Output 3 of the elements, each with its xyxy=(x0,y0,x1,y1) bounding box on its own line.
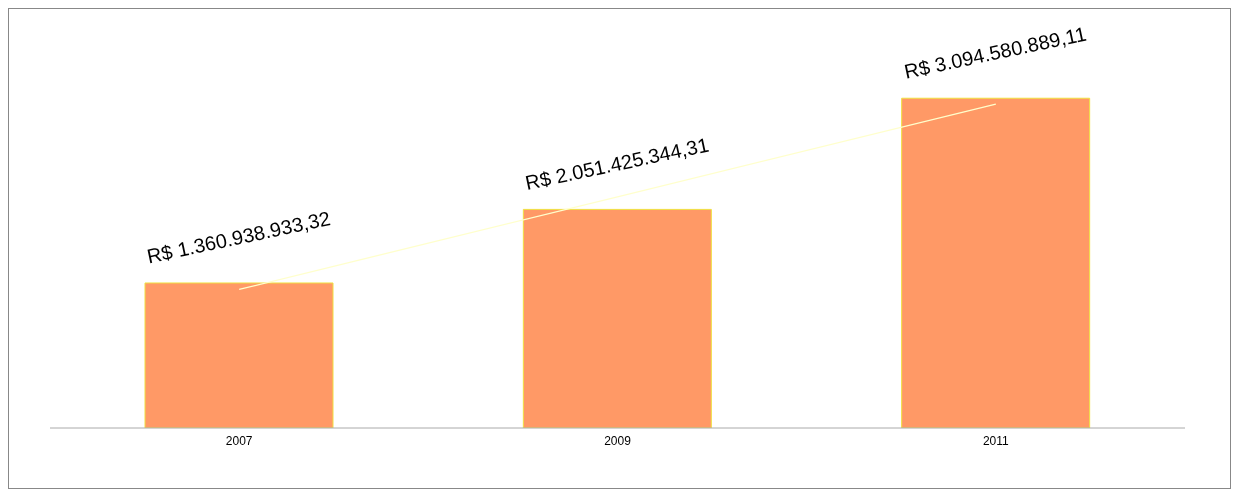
x-tick-label: 2011 xyxy=(982,433,1010,448)
x-tick-label: 2007 xyxy=(225,433,253,448)
x-tick-label: 2009 xyxy=(604,433,632,448)
